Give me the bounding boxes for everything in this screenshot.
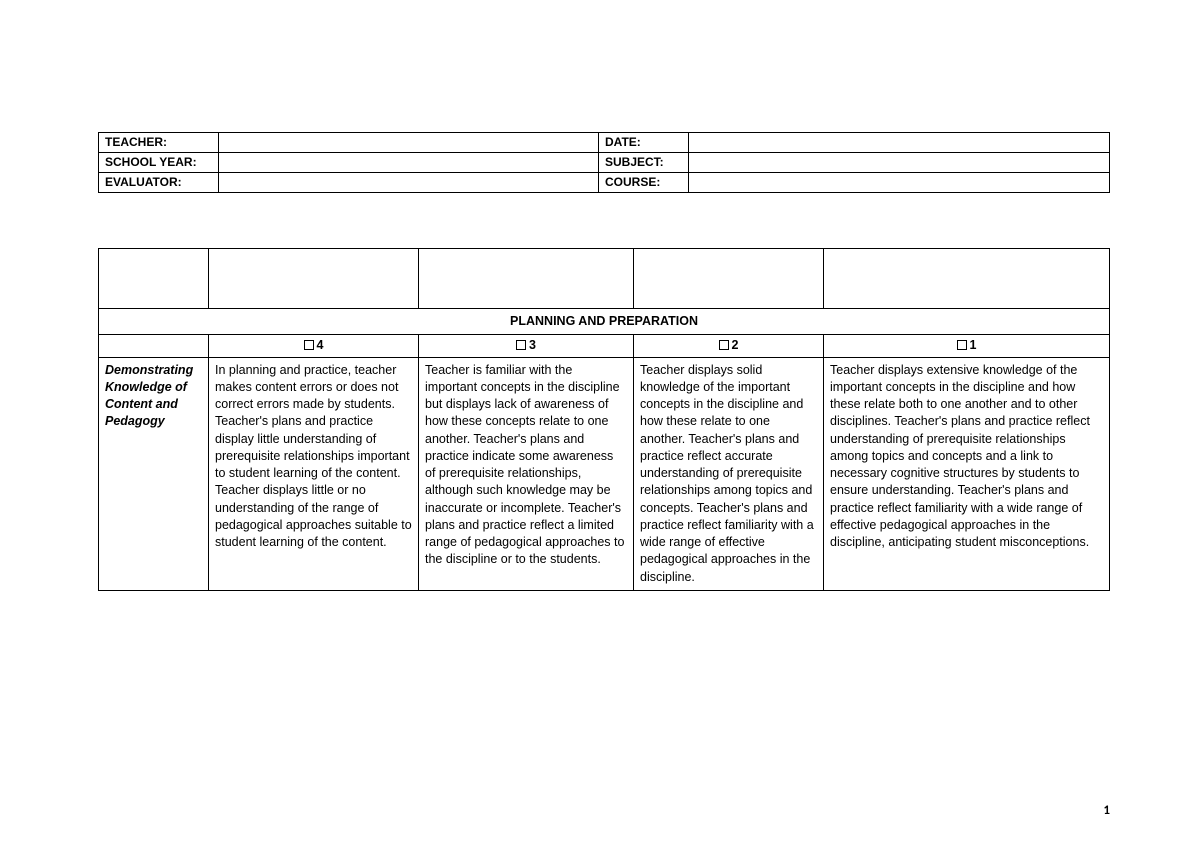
- rating-4-cell[interactable]: 4: [209, 335, 419, 357]
- rubric-rating-row: 4 3 2 1: [99, 335, 1110, 357]
- subject-value: [689, 153, 1110, 173]
- course-value: [689, 173, 1110, 193]
- rating-2-label: 2: [732, 338, 739, 352]
- checkbox-icon[interactable]: [719, 340, 729, 350]
- rating-2-cell[interactable]: 2: [634, 335, 824, 357]
- school-year-value: [219, 153, 599, 173]
- rubric-row-label: Demonstrating Knowledge of Content and P…: [99, 357, 209, 590]
- rubric-blank-header-row: [99, 249, 1110, 309]
- rating-4-label: 4: [317, 338, 324, 352]
- rubric-cell-1: Teacher displays extensive knowledge of …: [824, 357, 1110, 590]
- page-number: 1: [1103, 803, 1110, 818]
- rubric-table: PLANNING AND PREPARATION 4 3 2 1 Demonst…: [98, 248, 1110, 591]
- blank-cell-4: [824, 249, 1110, 309]
- rating-3-cell[interactable]: 3: [419, 335, 634, 357]
- rating-1-cell[interactable]: 1: [824, 335, 1110, 357]
- rubric-cell-3: Teacher is familiar with the important c…: [419, 357, 634, 590]
- checkbox-icon[interactable]: [516, 340, 526, 350]
- rating-1-label: 1: [970, 338, 977, 352]
- info-row-2: SCHOOL YEAR: SUBJECT:: [99, 153, 1110, 173]
- subject-label: SUBJECT:: [599, 153, 689, 173]
- blank-cell-0: [99, 249, 209, 309]
- blank-cell-3: [634, 249, 824, 309]
- course-label: COURSE:: [599, 173, 689, 193]
- info-row-1: TEACHER: DATE:: [99, 133, 1110, 153]
- page: TEACHER: DATE: SCHOOL YEAR: SUBJECT: EVA…: [0, 0, 1200, 848]
- teacher-label: TEACHER:: [99, 133, 219, 153]
- blank-cell-1: [209, 249, 419, 309]
- date-value: [689, 133, 1110, 153]
- date-label: DATE:: [599, 133, 689, 153]
- rating-empty: [99, 335, 209, 357]
- rubric-content-row: Demonstrating Knowledge of Content and P…: [99, 357, 1110, 590]
- blank-cell-2: [419, 249, 634, 309]
- rating-3-label: 3: [529, 338, 536, 352]
- school-year-label: SCHOOL YEAR:: [99, 153, 219, 173]
- teacher-value: [219, 133, 599, 153]
- rubric-cell-4: In planning and practice, teacher makes …: [209, 357, 419, 590]
- info-table: TEACHER: DATE: SCHOOL YEAR: SUBJECT: EVA…: [98, 132, 1110, 193]
- rubric-cell-2: Teacher displays solid knowledge of the …: [634, 357, 824, 590]
- info-row-3: EVALUATOR: COURSE:: [99, 173, 1110, 193]
- checkbox-icon[interactable]: [957, 340, 967, 350]
- rubric-section-row: PLANNING AND PREPARATION: [99, 309, 1110, 335]
- rubric-section-title: PLANNING AND PREPARATION: [99, 309, 1110, 335]
- table-gap: [98, 193, 1110, 248]
- evaluator-label: EVALUATOR:: [99, 173, 219, 193]
- checkbox-icon[interactable]: [304, 340, 314, 350]
- evaluator-value: [219, 173, 599, 193]
